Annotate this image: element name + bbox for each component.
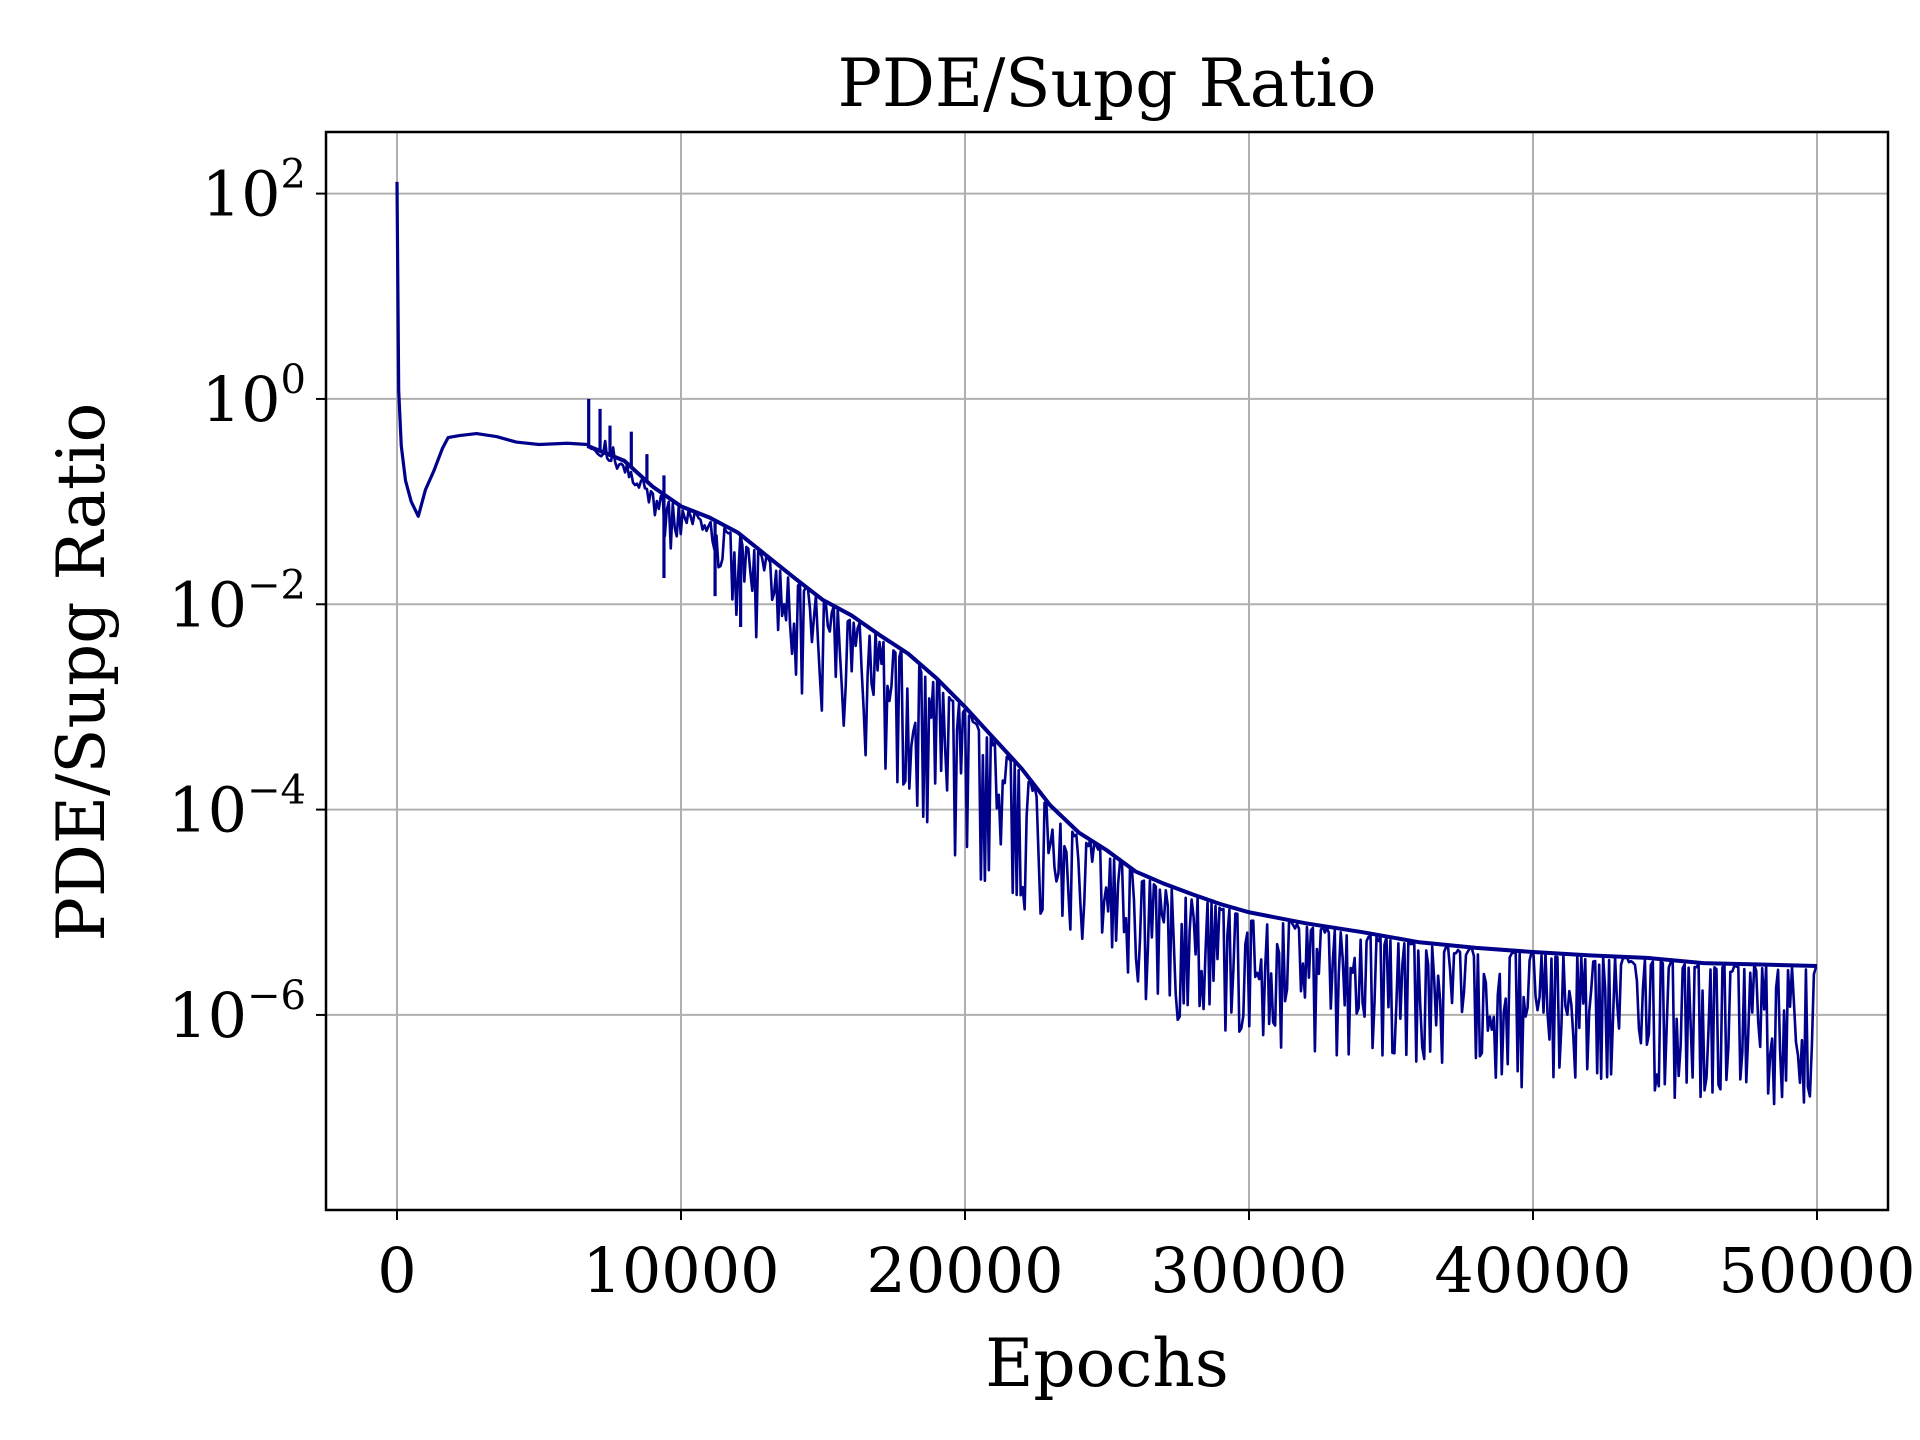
x-tick-label: 0	[377, 1234, 416, 1307]
y-tick-exponent: 0	[281, 357, 306, 403]
x-tick-label: 20000	[866, 1234, 1063, 1307]
plot-frame	[324, 130, 1890, 1212]
y-axis-label: PDE/Supg Ratio	[43, 403, 120, 942]
chart-title: PDE/Supg Ratio	[838, 45, 1377, 122]
series-line-oscillating	[587, 439, 1818, 1106]
series-group	[395, 181, 1818, 1106]
y-tick-base: 10	[168, 568, 247, 641]
series-line-smooth	[395, 181, 588, 518]
x-tick-label: 40000	[1434, 1234, 1631, 1307]
y-tick-base: 10	[168, 774, 247, 847]
x-tick-label: 50000	[1718, 1234, 1915, 1307]
ticks: 0 10000 20000 30000 40000 5000010210010−210−4…	[168, 152, 1915, 1307]
y-tick-label: 100	[202, 357, 306, 436]
y-tick-exponent: −4	[247, 768, 306, 814]
y-tick-label: 10−4	[168, 768, 306, 847]
series-upper-edge	[586, 443, 1818, 968]
x-tick-label: 10000	[582, 1234, 779, 1307]
y-tick-base: 10	[168, 979, 247, 1052]
y-tick-label: 10−2	[168, 562, 306, 641]
y-tick-label: 102	[202, 152, 306, 231]
y-tick-exponent: 2	[281, 152, 306, 198]
grid	[326, 132, 1888, 1210]
y-tick-label: 10−6	[168, 973, 306, 1052]
y-tick-exponent: −2	[247, 562, 306, 608]
x-tick-label: 30000	[1150, 1234, 1347, 1307]
y-tick-base: 10	[202, 158, 281, 231]
y-tick-base: 10	[202, 363, 281, 436]
x-axis-label: Epochs	[985, 1325, 1229, 1402]
y-tick-exponent: −6	[247, 973, 306, 1019]
